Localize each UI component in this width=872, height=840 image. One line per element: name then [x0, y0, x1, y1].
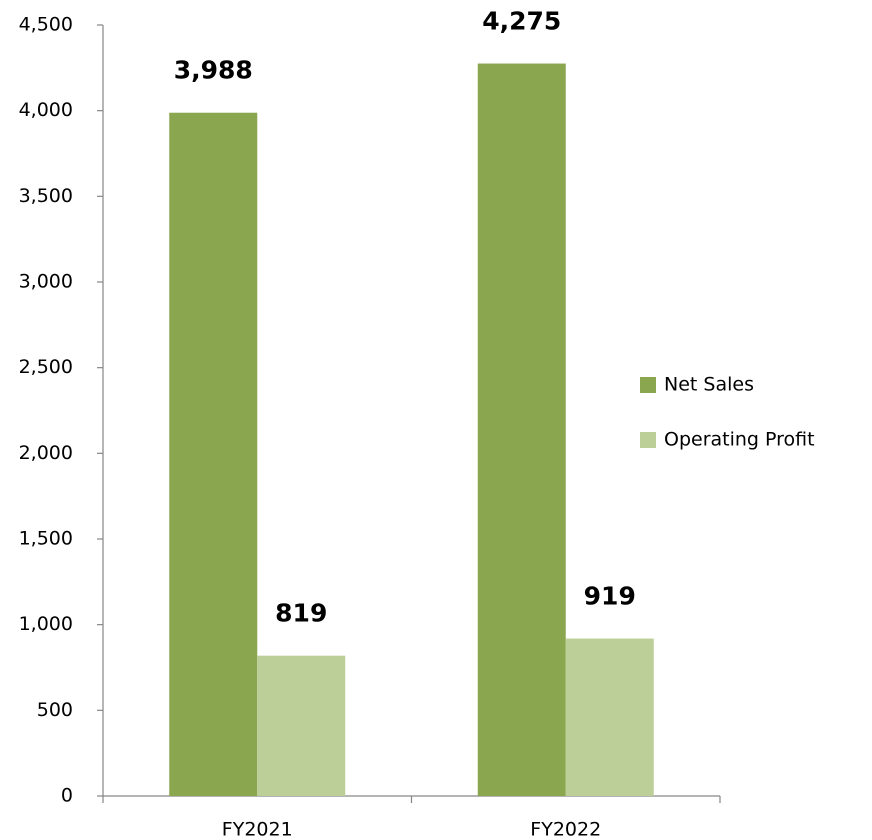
y-tick-label: 1,000	[19, 613, 73, 635]
legend-swatch	[640, 432, 656, 448]
x-tick-label: FY2021	[222, 819, 293, 840]
legend-label: Operating Profit	[664, 429, 815, 451]
bar	[565, 638, 654, 796]
y-tick-label: 2,000	[19, 442, 73, 464]
y-tick-label: 0	[61, 785, 73, 807]
y-tick-label: 3,000	[19, 271, 73, 293]
bar	[477, 63, 566, 797]
y-tick-label: 3,500	[19, 185, 73, 207]
legend-swatch	[640, 377, 656, 393]
y-tick-label: 500	[37, 699, 73, 721]
value-label: 3,988	[174, 56, 253, 85]
y-tick-label: 1,500	[19, 528, 73, 550]
bar	[169, 112, 258, 797]
y-tick-label: 2,500	[19, 356, 73, 378]
legend-label: Net Sales	[664, 374, 754, 396]
y-tick-label: 4,000	[19, 99, 73, 121]
value-label: 919	[584, 582, 636, 611]
bar	[257, 655, 346, 796]
y-tick-label: 4,500	[19, 14, 73, 36]
x-tick-label: FY2022	[530, 819, 601, 840]
value-label: 4,275	[482, 7, 561, 36]
value-label: 819	[275, 599, 327, 628]
